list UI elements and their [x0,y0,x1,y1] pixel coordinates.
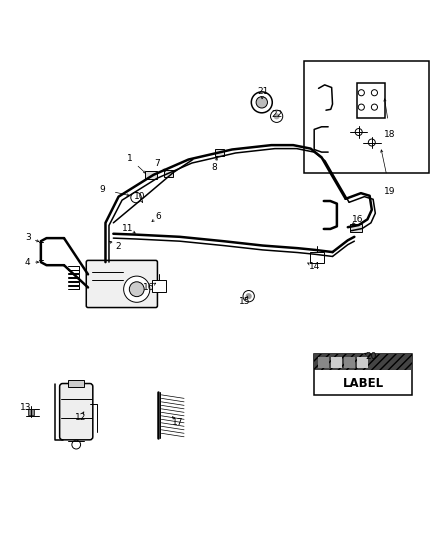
Text: 10: 10 [134,192,145,201]
Bar [145,171,157,179]
Text: 15: 15 [240,297,251,306]
Text: 16: 16 [143,282,155,292]
Text: 20: 20 [365,351,377,360]
Bar [318,357,328,368]
Text: 2: 2 [116,243,121,252]
FancyBboxPatch shape [86,261,157,308]
Text: 17: 17 [172,418,183,427]
FancyBboxPatch shape [60,384,93,440]
Text: 9: 9 [99,185,105,193]
Text: 22: 22 [271,110,282,119]
Text: 1: 1 [127,154,132,163]
Text: 3: 3 [25,233,31,242]
Bar [215,149,224,156]
Circle shape [368,139,375,146]
Text: LABEL: LABEL [343,377,384,390]
Text: 8: 8 [211,163,217,172]
Bar [310,252,324,263]
Circle shape [256,96,268,108]
Text: 11: 11 [122,223,133,232]
Circle shape [131,192,141,203]
Text: 4: 4 [25,257,31,266]
Circle shape [355,128,362,135]
Circle shape [246,293,252,299]
Bar [331,357,342,368]
Circle shape [124,276,150,302]
Bar [314,354,413,395]
Circle shape [274,113,280,119]
Circle shape [358,90,364,96]
Circle shape [72,440,81,449]
Circle shape [243,290,254,302]
Bar [304,61,428,173]
Text: 7: 7 [154,159,160,168]
Circle shape [371,90,378,96]
Bar [344,357,355,368]
Bar [68,380,85,386]
Bar [314,354,413,369]
Circle shape [371,104,378,110]
Circle shape [251,92,272,113]
Text: 19: 19 [385,187,396,196]
Bar [357,357,368,368]
Text: 16: 16 [352,215,364,224]
Text: 18: 18 [385,130,396,139]
Bar [164,170,173,176]
Text: 6: 6 [156,212,162,221]
Bar [152,280,166,292]
Text: 21: 21 [257,87,268,96]
Text: 13: 13 [20,402,32,411]
Text: 12: 12 [74,413,86,422]
Circle shape [358,104,364,110]
Text: 14: 14 [308,262,320,271]
Bar [357,83,385,118]
Bar [350,224,362,232]
Circle shape [129,282,144,297]
Circle shape [271,110,283,123]
